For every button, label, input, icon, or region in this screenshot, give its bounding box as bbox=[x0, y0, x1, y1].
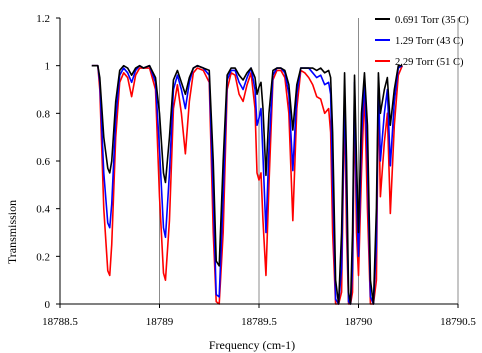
series-lines bbox=[91, 64, 404, 305]
y-tick-label: 0.8 bbox=[36, 108, 50, 120]
y-tick-label: 0 bbox=[45, 299, 51, 311]
x-tick-label: 18790.5 bbox=[440, 316, 476, 328]
series-line-2 bbox=[91, 64, 404, 305]
y-tick-label: 0.6 bbox=[36, 156, 50, 168]
x-tick-label: 18788.5 bbox=[42, 316, 78, 328]
x-tick-label: 18789 bbox=[146, 316, 174, 328]
y-axis-title: Transmission bbox=[5, 200, 19, 264]
legend-label-129-torr: 1.29 Torr (43 C) bbox=[395, 36, 464, 47]
x-tick-label: 18790 bbox=[345, 316, 373, 328]
x-tick-labels: 18788.5 18789 18789.5 18790 18790.5 bbox=[42, 316, 476, 328]
y-tick-labels: 0 0.2 0.4 0.6 0.8 1 1.2 bbox=[36, 13, 50, 311]
axes bbox=[56, 17, 459, 308]
x-axis-title: Frequency (cm-1) bbox=[209, 338, 295, 352]
legend-label-229-torr: 2.29 Torr (51 C) bbox=[395, 57, 464, 68]
y-tick-label: 1 bbox=[45, 61, 51, 73]
y-tick-label: 1.2 bbox=[36, 13, 50, 25]
x-tick-label: 18789.5 bbox=[241, 316, 277, 328]
legend: 0.691 Torr (35 C) 1.29 Torr (43 C) 2.29 … bbox=[375, 15, 469, 68]
y-tick-label: 0.2 bbox=[36, 251, 50, 263]
series-line-0 bbox=[91, 64, 403, 305]
y-tick-label: 0.4 bbox=[36, 204, 50, 216]
legend-label-0691-torr: 0.691 Torr (35 C) bbox=[395, 15, 469, 26]
